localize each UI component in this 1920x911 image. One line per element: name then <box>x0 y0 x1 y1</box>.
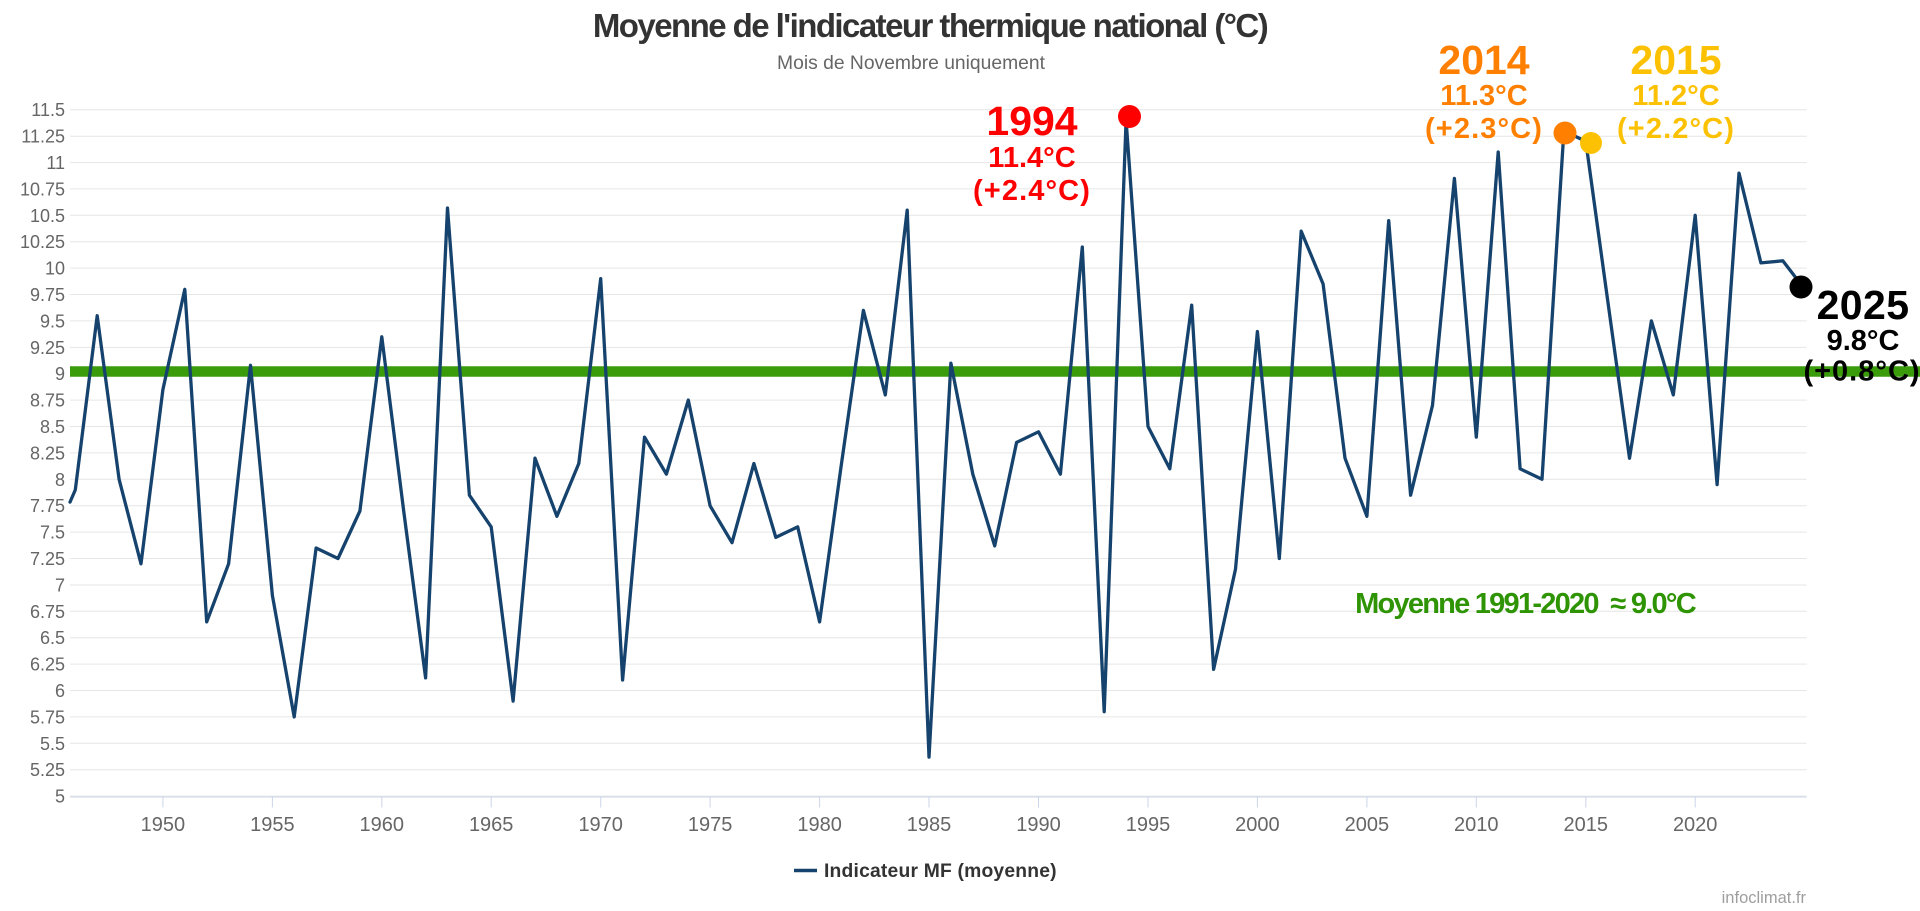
svg-text:1955: 1955 <box>250 814 295 836</box>
svg-text:2015: 2015 <box>1564 814 1609 836</box>
svg-text:2005: 2005 <box>1345 814 1390 836</box>
svg-text:10.5: 10.5 <box>30 206 65 226</box>
svg-text:7: 7 <box>55 576 65 596</box>
svg-text:5: 5 <box>55 787 65 807</box>
svg-text:11.3°C: 11.3°C <box>1440 80 1527 112</box>
svg-text:Moyenne 1991-2020 ≈ 9.0°C: Moyenne 1991-2020 ≈ 9.0°C <box>1355 588 1697 620</box>
svg-text:Mois de Novembre uniquement: Mois de Novembre uniquement <box>777 53 1046 74</box>
svg-text:5.25: 5.25 <box>30 760 65 780</box>
svg-text:8: 8 <box>55 470 65 490</box>
svg-text:1970: 1970 <box>578 814 623 836</box>
svg-text:5.75: 5.75 <box>30 707 65 727</box>
svg-text:8.5: 8.5 <box>40 417 65 437</box>
svg-text:11: 11 <box>46 153 65 173</box>
svg-text:6: 6 <box>55 681 65 701</box>
svg-text:9.5: 9.5 <box>40 311 65 331</box>
svg-text:Indicateur MF (moyenne): Indicateur MF (moyenne) <box>824 861 1057 882</box>
svg-text:1980: 1980 <box>797 814 842 836</box>
svg-text:11.25: 11.25 <box>21 127 65 147</box>
svg-text:7.25: 7.25 <box>30 549 65 569</box>
svg-text:1975: 1975 <box>688 814 733 836</box>
svg-text:7.75: 7.75 <box>30 496 65 516</box>
svg-text:6.5: 6.5 <box>40 628 65 648</box>
svg-text:9.8°C: 9.8°C <box>1827 325 1900 357</box>
svg-text:9.75: 9.75 <box>30 285 65 305</box>
svg-text:2010: 2010 <box>1454 814 1499 836</box>
svg-text:11.4°C: 11.4°C <box>988 142 1075 174</box>
svg-text:8.75: 8.75 <box>30 391 65 411</box>
svg-text:2000: 2000 <box>1235 814 1280 836</box>
svg-text:1995: 1995 <box>1126 814 1171 836</box>
svg-text:6.25: 6.25 <box>30 655 65 675</box>
svg-text:(+2.2°C): (+2.2°C) <box>1617 113 1735 145</box>
svg-text:1965: 1965 <box>469 814 514 836</box>
svg-text:Moyenne de l'indicateur thermi: Moyenne de l'indicateur thermique nation… <box>593 7 1268 44</box>
svg-text:11.5: 11.5 <box>31 100 65 120</box>
svg-text:7.5: 7.5 <box>40 523 65 543</box>
svg-text:8.25: 8.25 <box>30 443 65 463</box>
svg-text:1994: 1994 <box>986 98 1077 144</box>
svg-text:1990: 1990 <box>1016 814 1061 836</box>
svg-text:2020: 2020 <box>1673 814 1718 836</box>
svg-text:10.75: 10.75 <box>20 179 65 199</box>
svg-text:10.25: 10.25 <box>20 232 65 252</box>
svg-text:infoclimat.fr: infoclimat.fr <box>1722 889 1807 907</box>
svg-text:1985: 1985 <box>907 814 952 836</box>
svg-text:11.2°C: 11.2°C <box>1632 80 1719 112</box>
svg-text:(+0.8°C): (+0.8°C) <box>1803 356 1920 388</box>
svg-text:1950: 1950 <box>141 814 186 836</box>
svg-text:(+2.4°C): (+2.4°C) <box>973 175 1091 207</box>
svg-text:6.75: 6.75 <box>30 602 65 622</box>
svg-text:9: 9 <box>55 364 65 384</box>
svg-text:1960: 1960 <box>360 814 405 836</box>
svg-text:9.25: 9.25 <box>30 338 65 358</box>
svg-text:2025: 2025 <box>1817 282 1910 328</box>
svg-text:2015: 2015 <box>1630 37 1721 83</box>
svg-text:(+2.3°C): (+2.3°C) <box>1425 113 1543 145</box>
svg-text:10: 10 <box>45 259 65 279</box>
svg-text:2014: 2014 <box>1438 37 1529 83</box>
svg-text:5.5: 5.5 <box>40 734 65 754</box>
